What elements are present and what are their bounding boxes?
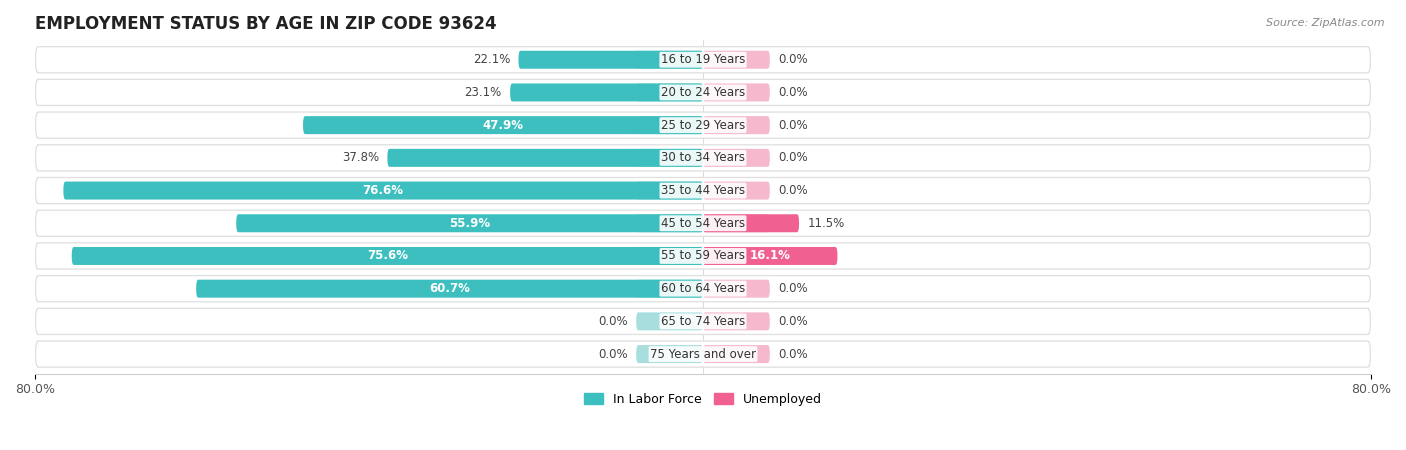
Text: 16 to 19 Years: 16 to 19 Years <box>661 53 745 66</box>
FancyBboxPatch shape <box>519 51 703 69</box>
FancyBboxPatch shape <box>35 79 1371 106</box>
FancyBboxPatch shape <box>636 149 703 167</box>
Text: 0.0%: 0.0% <box>778 347 808 360</box>
FancyBboxPatch shape <box>703 51 770 69</box>
Text: 0.0%: 0.0% <box>598 315 628 328</box>
Text: 0.0%: 0.0% <box>778 53 808 66</box>
Text: 76.6%: 76.6% <box>363 184 404 197</box>
Text: 60 to 64 Years: 60 to 64 Years <box>661 282 745 295</box>
FancyBboxPatch shape <box>636 83 703 101</box>
FancyBboxPatch shape <box>510 83 703 101</box>
FancyBboxPatch shape <box>636 280 703 297</box>
FancyBboxPatch shape <box>703 214 799 232</box>
FancyBboxPatch shape <box>636 247 703 265</box>
FancyBboxPatch shape <box>35 210 1371 237</box>
FancyBboxPatch shape <box>37 47 1369 72</box>
Text: 0.0%: 0.0% <box>778 315 808 328</box>
FancyBboxPatch shape <box>703 345 770 363</box>
FancyBboxPatch shape <box>37 178 1369 203</box>
Text: 0.0%: 0.0% <box>598 347 628 360</box>
Text: 35 to 44 Years: 35 to 44 Years <box>661 184 745 197</box>
FancyBboxPatch shape <box>37 276 1369 301</box>
FancyBboxPatch shape <box>636 51 703 69</box>
Text: 47.9%: 47.9% <box>482 119 523 132</box>
Text: 0.0%: 0.0% <box>778 119 808 132</box>
FancyBboxPatch shape <box>37 145 1369 170</box>
FancyBboxPatch shape <box>35 112 1371 139</box>
Text: 23.1%: 23.1% <box>464 86 502 99</box>
FancyBboxPatch shape <box>703 247 838 265</box>
FancyBboxPatch shape <box>636 312 703 330</box>
FancyBboxPatch shape <box>35 144 1371 171</box>
Text: EMPLOYMENT STATUS BY AGE IN ZIP CODE 93624: EMPLOYMENT STATUS BY AGE IN ZIP CODE 936… <box>35 15 496 33</box>
Text: 0.0%: 0.0% <box>778 282 808 295</box>
FancyBboxPatch shape <box>703 214 770 232</box>
Text: 45 to 54 Years: 45 to 54 Years <box>661 217 745 230</box>
FancyBboxPatch shape <box>197 280 703 297</box>
FancyBboxPatch shape <box>72 247 703 265</box>
FancyBboxPatch shape <box>35 46 1371 73</box>
FancyBboxPatch shape <box>703 312 770 330</box>
Text: 30 to 34 Years: 30 to 34 Years <box>661 151 745 164</box>
FancyBboxPatch shape <box>35 242 1371 270</box>
FancyBboxPatch shape <box>35 275 1371 302</box>
FancyBboxPatch shape <box>37 309 1369 334</box>
FancyBboxPatch shape <box>636 116 703 134</box>
Text: Source: ZipAtlas.com: Source: ZipAtlas.com <box>1267 18 1385 28</box>
FancyBboxPatch shape <box>703 280 770 297</box>
FancyBboxPatch shape <box>35 340 1371 368</box>
Text: 11.5%: 11.5% <box>807 217 845 230</box>
Text: 60.7%: 60.7% <box>429 282 470 295</box>
FancyBboxPatch shape <box>35 308 1371 335</box>
FancyBboxPatch shape <box>703 116 770 134</box>
FancyBboxPatch shape <box>703 83 770 101</box>
FancyBboxPatch shape <box>35 177 1371 204</box>
Text: 22.1%: 22.1% <box>472 53 510 66</box>
FancyBboxPatch shape <box>37 112 1369 138</box>
Text: 55 to 59 Years: 55 to 59 Years <box>661 249 745 262</box>
Text: 55.9%: 55.9% <box>449 217 491 230</box>
FancyBboxPatch shape <box>236 214 703 232</box>
Text: 0.0%: 0.0% <box>778 151 808 164</box>
FancyBboxPatch shape <box>388 149 703 167</box>
Text: 16.1%: 16.1% <box>749 249 790 262</box>
Text: 65 to 74 Years: 65 to 74 Years <box>661 315 745 328</box>
Text: 25 to 29 Years: 25 to 29 Years <box>661 119 745 132</box>
Text: 75.6%: 75.6% <box>367 249 408 262</box>
FancyBboxPatch shape <box>703 181 770 199</box>
FancyBboxPatch shape <box>304 116 703 134</box>
Text: 37.8%: 37.8% <box>342 151 380 164</box>
FancyBboxPatch shape <box>63 181 703 199</box>
Text: 0.0%: 0.0% <box>778 184 808 197</box>
FancyBboxPatch shape <box>703 247 770 265</box>
Text: 75 Years and over: 75 Years and over <box>650 347 756 360</box>
FancyBboxPatch shape <box>37 211 1369 236</box>
FancyBboxPatch shape <box>37 342 1369 366</box>
FancyBboxPatch shape <box>636 214 703 232</box>
FancyBboxPatch shape <box>636 181 703 199</box>
Text: 20 to 24 Years: 20 to 24 Years <box>661 86 745 99</box>
FancyBboxPatch shape <box>636 345 703 363</box>
Legend: In Labor Force, Unemployed: In Labor Force, Unemployed <box>579 388 827 411</box>
FancyBboxPatch shape <box>37 80 1369 105</box>
FancyBboxPatch shape <box>703 149 770 167</box>
FancyBboxPatch shape <box>37 243 1369 268</box>
Text: 0.0%: 0.0% <box>778 86 808 99</box>
